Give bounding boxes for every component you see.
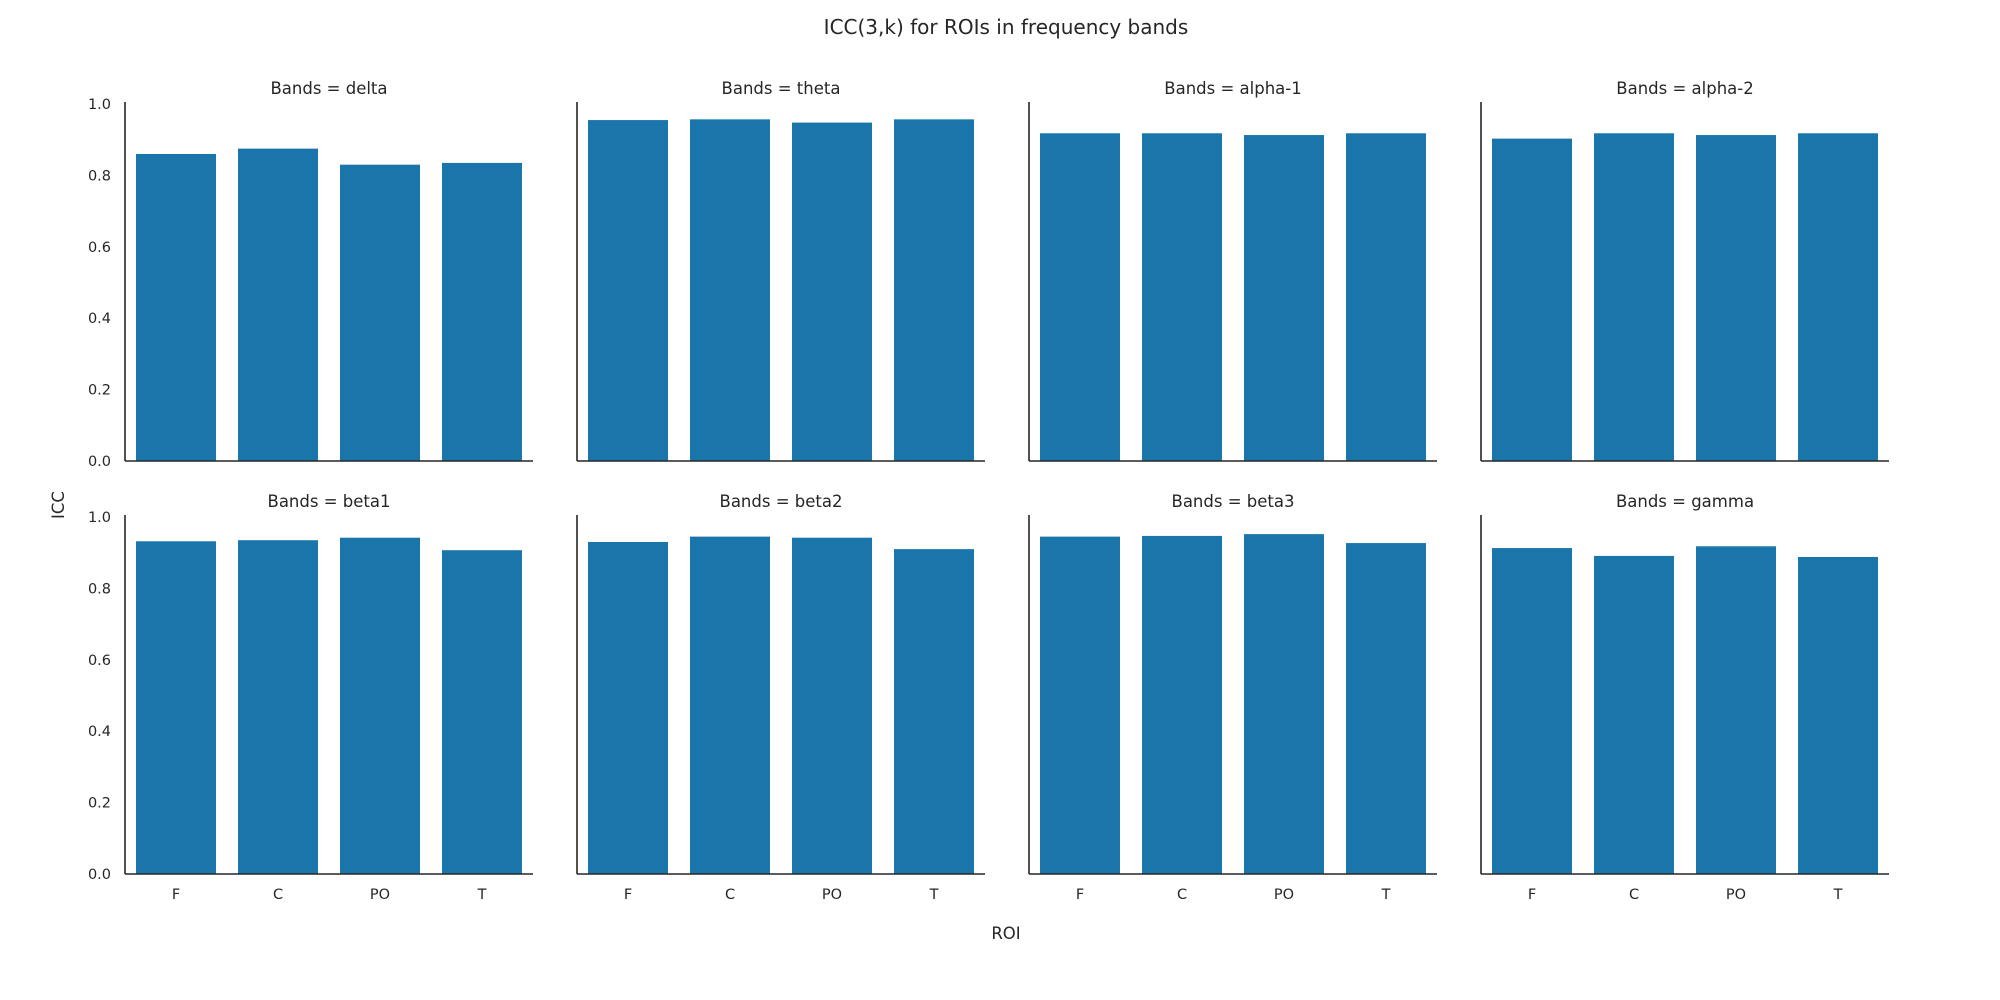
y-tick-label: 0.4 [88, 311, 111, 327]
bar [792, 537, 872, 874]
bar [894, 119, 974, 461]
bar [1040, 133, 1120, 462]
bar [588, 120, 668, 461]
x-tick-label: T [477, 887, 487, 903]
x-axis-label: ROI [991, 924, 1020, 943]
bar [340, 537, 420, 874]
x-tick-label: PO [1274, 887, 1294, 903]
bar [238, 540, 318, 874]
panel-title: Bands = beta2 [720, 492, 843, 511]
x-tick-label: PO [370, 887, 390, 903]
x-tick-label: F [172, 887, 180, 903]
y-tick-label: 0.6 [88, 240, 111, 256]
y-tick-label: 0.0 [88, 867, 111, 883]
facet-panels: Bands = delta 0.0 0.2 0.4 0.6 0.8 1.0 Bands = t… [88, 79, 1889, 903]
facet-panel: Bands = beta2 F C PO T [576, 492, 985, 903]
bar [1696, 546, 1776, 874]
x-tick-label: F [624, 887, 632, 903]
y-tick-label: 1.0 [88, 510, 111, 526]
bar [1142, 133, 1222, 462]
bar [1798, 556, 1878, 874]
bar [1492, 138, 1572, 461]
bar [1346, 133, 1426, 462]
facet-panel: Bands = delta 0.0 0.2 0.4 0.6 0.8 1.0 [88, 79, 533, 470]
x-tick-label: C [1177, 887, 1187, 903]
y-tick-label: 0.6 [88, 653, 111, 669]
facet-panel: Bands = theta [576, 79, 985, 462]
y-tick-label: 0.2 [88, 796, 111, 812]
facet-panel: Bands = beta1 0.0 0.2 0.4 0.6 0.8 1.0 F C PO T [88, 492, 533, 903]
x-tick-label: T [1381, 887, 1391, 903]
bar [690, 536, 770, 874]
facet-panel: Bands = alpha-1 [1028, 79, 1437, 462]
panel-title: Bands = delta [270, 79, 387, 98]
bar [894, 549, 974, 874]
y-tick-label: 1.0 [88, 97, 111, 113]
bar [136, 541, 216, 874]
x-tick-label: C [725, 887, 735, 903]
bar [1696, 135, 1776, 461]
x-tick-label: F [1528, 887, 1536, 903]
x-tick-label: PO [1726, 887, 1746, 903]
bar [442, 550, 522, 874]
y-tick-label: 0.8 [88, 168, 111, 184]
y-axis-label: ICC [49, 491, 68, 519]
bar [1040, 536, 1120, 874]
bar [1244, 534, 1324, 874]
x-tick-label: PO [822, 887, 842, 903]
x-tick-label: T [929, 887, 939, 903]
bar [1142, 535, 1222, 874]
chart-title: ICC(3,k) for ROIs in frequency bands [824, 15, 1189, 39]
y-tick-label: 0.4 [88, 724, 111, 740]
x-tick-label: C [273, 887, 283, 903]
panel-title: Bands = alpha-1 [1164, 79, 1301, 98]
y-tick-label: 0.0 [88, 454, 111, 470]
facet-panel: Bands = gamma F C PO T [1480, 492, 1889, 903]
bar [1244, 135, 1324, 461]
panel-title: Bands = alpha-2 [1616, 79, 1753, 98]
bar [238, 148, 318, 461]
bar [1594, 555, 1674, 874]
facet-panel: Bands = alpha-2 [1480, 79, 1889, 462]
bar [792, 122, 872, 462]
y-tick-label: 0.8 [88, 581, 111, 597]
x-tick-label: C [1629, 887, 1639, 903]
bar [1594, 133, 1674, 462]
panel-title: Bands = theta [722, 79, 841, 98]
facet-panel: Bands = beta3 F C PO T [1028, 492, 1437, 903]
panel-title: Bands = beta1 [268, 492, 391, 511]
y-tick-label: 0.2 [88, 383, 111, 399]
bar [588, 541, 668, 874]
x-tick-label: T [1833, 887, 1843, 903]
panel-title: Bands = beta3 [1172, 492, 1295, 511]
panel-title: Bands = gamma [1616, 492, 1754, 511]
bar [340, 164, 420, 461]
bar [1492, 548, 1572, 874]
bar [442, 162, 522, 461]
x-tick-label: F [1076, 887, 1084, 903]
bar [136, 153, 216, 462]
bar [1346, 543, 1426, 874]
bar [690, 119, 770, 461]
bar [1798, 133, 1878, 462]
